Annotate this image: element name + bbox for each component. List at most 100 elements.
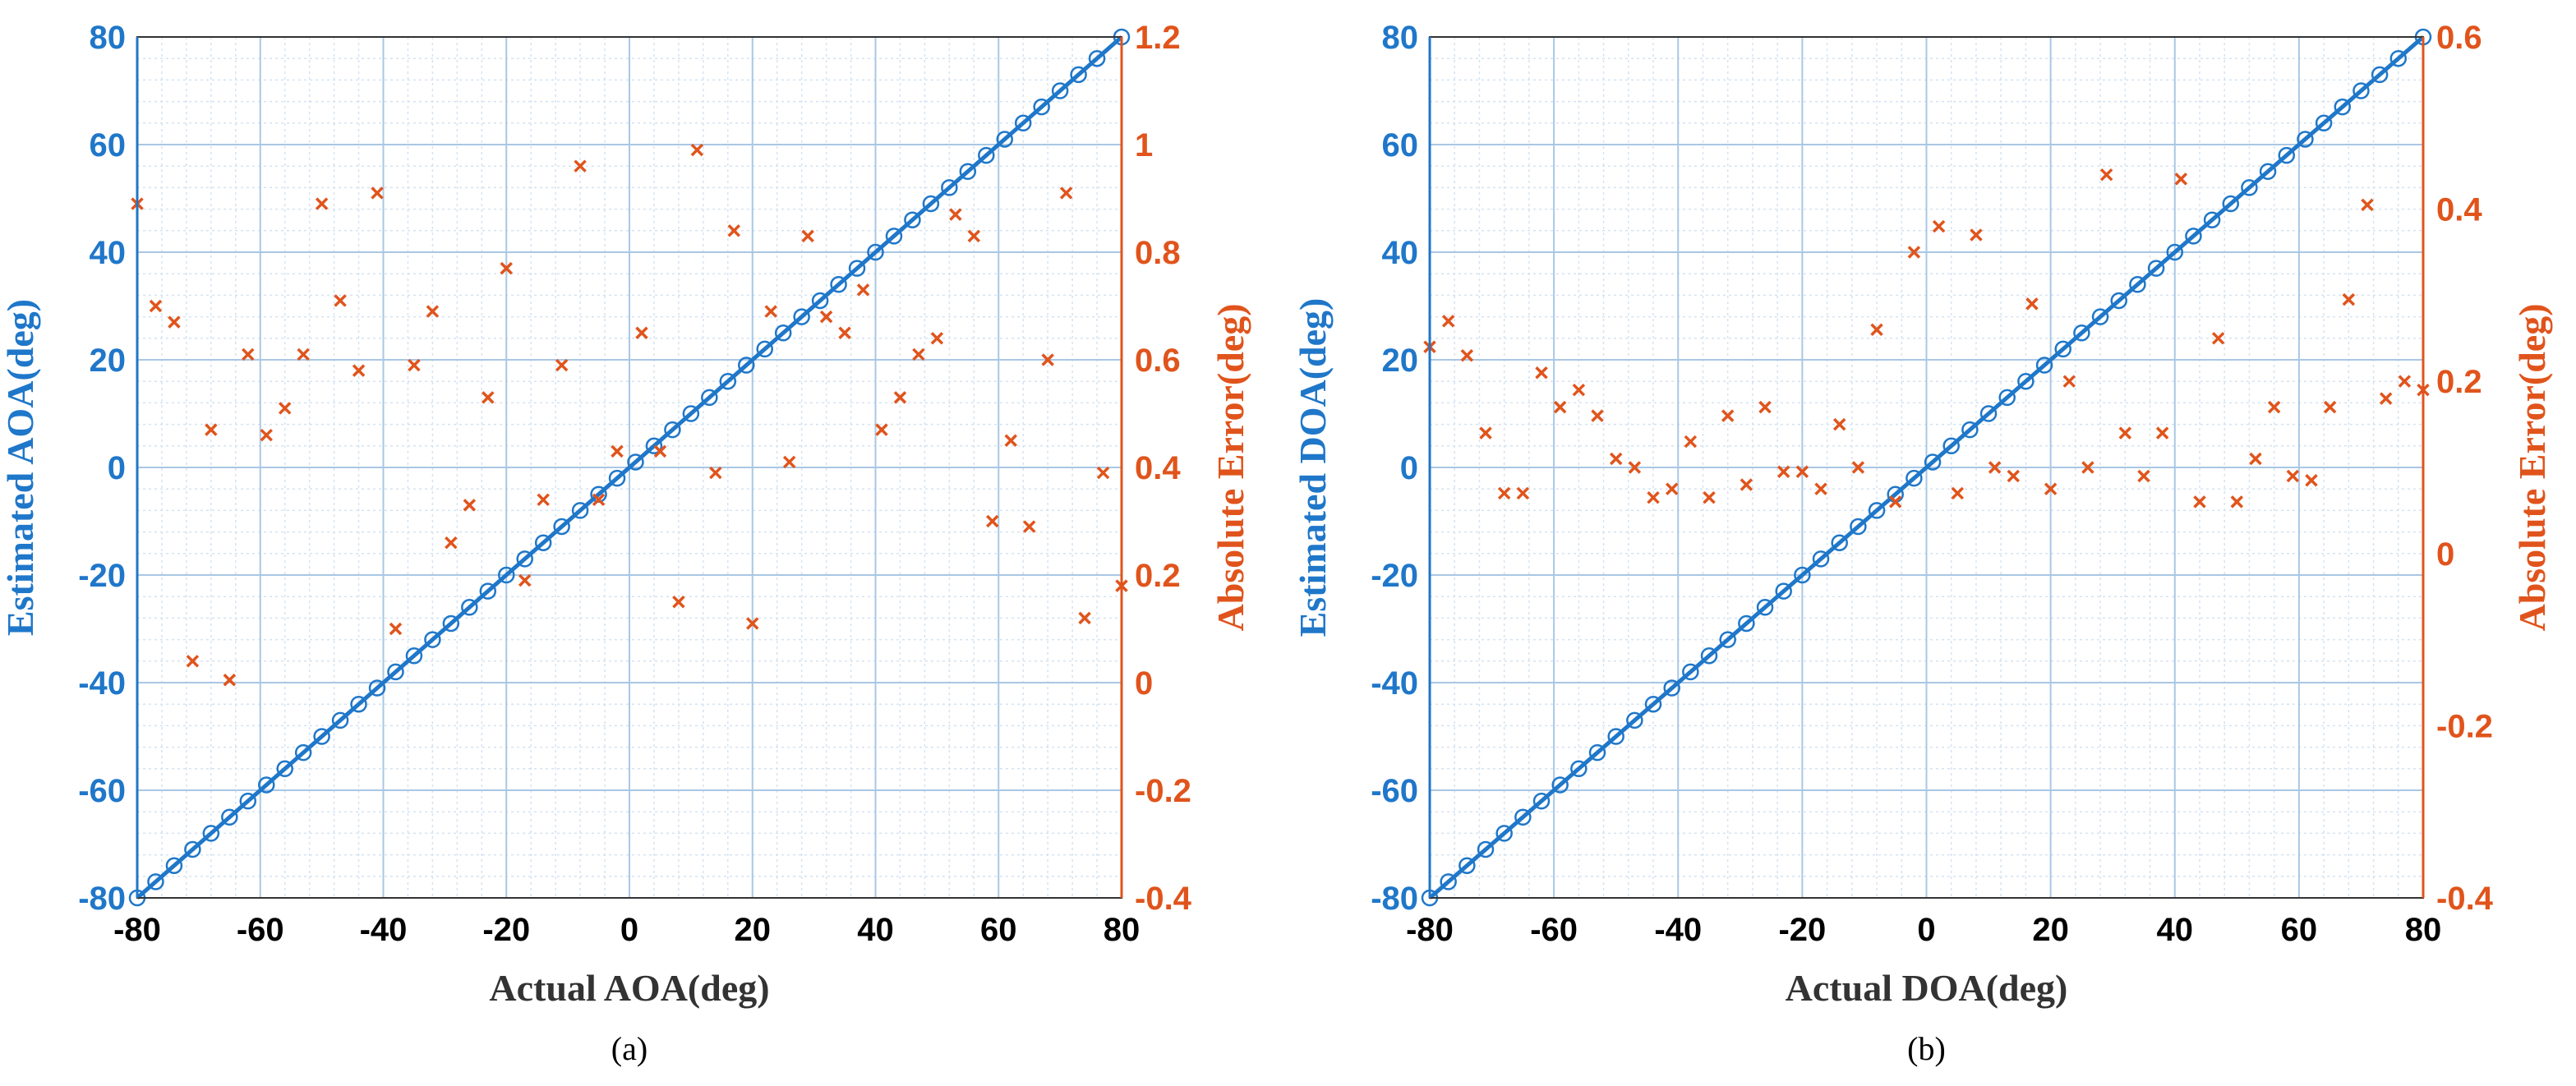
- error-point-stroke: [1479, 426, 1492, 439]
- error-point-stroke: [1609, 452, 1623, 466]
- error-point: [1479, 426, 1492, 439]
- error-point-stroke: [653, 444, 667, 458]
- error-point: [875, 423, 888, 436]
- y-left-tick-label: -60: [78, 773, 126, 809]
- estimate-point: [2147, 260, 2165, 277]
- error-point: [445, 536, 458, 550]
- error-point-stroke: [930, 332, 944, 345]
- estimate-point: [2054, 340, 2071, 358]
- x-tick-label: 0: [1917, 912, 1935, 948]
- error-point-stroke: [278, 402, 292, 415]
- error-point: [2174, 173, 2188, 186]
- estimate-point: [221, 808, 238, 826]
- error-point-stroke: [875, 423, 888, 436]
- y-left-tick-label: 20: [90, 343, 127, 379]
- estimate-point: [1440, 873, 1457, 890]
- estimate-point: [350, 695, 367, 713]
- y-right-tick-label: 0.6: [1135, 343, 1181, 379]
- y-left-tick-label: -60: [1371, 773, 1418, 809]
- error-point: [1870, 323, 1883, 337]
- error-point-stroke: [297, 347, 310, 361]
- error-point-stroke: [1572, 383, 1586, 397]
- estimate-point: [959, 163, 977, 180]
- error-point: [2099, 168, 2113, 182]
- y-right-tick-label: 0.4: [2436, 192, 2482, 228]
- error-point-stroke: [782, 455, 796, 469]
- error-point: [1740, 478, 1753, 491]
- error-point: [555, 358, 569, 372]
- error-point: [986, 514, 999, 528]
- estimate-point: [1831, 534, 1848, 551]
- y-left-tick-label: 80: [1382, 20, 1419, 56]
- estimate-point: [1014, 114, 1032, 132]
- error-point: [1932, 219, 1946, 233]
- y-right-tick-label: 0: [1135, 665, 1153, 702]
- estimate-point: [571, 502, 589, 519]
- error-point: [1703, 490, 1716, 504]
- estimate-point: [2334, 98, 2352, 116]
- x-tick-label: 60: [2281, 912, 2318, 948]
- error-point: [2025, 297, 2039, 311]
- x-tick-label: 20: [735, 912, 772, 948]
- error-point: [2267, 400, 2281, 414]
- error-point-stroke: [1497, 486, 1511, 500]
- error-point-stroke: [986, 514, 999, 528]
- estimate-point: [2185, 228, 2202, 245]
- estimate-point: [1607, 728, 1624, 745]
- y-axis-label-left: Estimated AOA(deg): [0, 299, 41, 636]
- panel-caption: (a): [611, 1030, 647, 1067]
- y-right-tick-label: 1: [1135, 127, 1153, 163]
- error-point-stroke: [819, 310, 833, 324]
- error-point: [1460, 349, 1474, 362]
- error-point-stroke: [893, 391, 907, 404]
- error-point-stroke: [1022, 520, 1036, 533]
- error-point-stroke: [949, 208, 962, 221]
- error-point: [1758, 400, 1772, 414]
- y-right-tick-label: 0.4: [1135, 450, 1181, 486]
- y-left-tick-label: 0: [108, 450, 126, 486]
- error-point-stroke: [2323, 400, 2337, 414]
- error-point: [2305, 473, 2318, 487]
- error-point: [371, 186, 384, 200]
- error-point: [801, 229, 814, 243]
- estimate-point: [738, 357, 755, 374]
- estimate-point: [1868, 502, 1886, 519]
- y-left-tick-label: 60: [1382, 127, 1419, 163]
- error-point-stroke: [1721, 409, 1735, 422]
- estimate-point: [1070, 66, 1087, 84]
- estimate-point: [294, 743, 312, 762]
- error-point: [819, 310, 833, 324]
- error-point: [727, 224, 741, 237]
- error-point: [426, 305, 440, 318]
- estimate-point: [885, 228, 903, 245]
- error-point-stroke: [555, 358, 569, 372]
- error-point-stroke: [1516, 486, 1530, 500]
- error-point-stroke: [1851, 461, 1865, 474]
- error-point-stroke: [1647, 490, 1660, 504]
- estimate-point: [165, 857, 183, 874]
- error-point-stroke: [518, 573, 532, 587]
- panel-caption: (b): [1907, 1030, 1946, 1067]
- error-point-stroke: [1684, 435, 1698, 449]
- error-point: [1814, 482, 1827, 495]
- error-point: [2155, 426, 2169, 439]
- estimate-point: [405, 647, 423, 665]
- estimate-point: [1495, 825, 1513, 842]
- estimate-point: [2203, 211, 2221, 228]
- error-point: [746, 617, 759, 630]
- estimate-point: [719, 372, 737, 390]
- error-point: [2249, 452, 2262, 466]
- error-point-stroke: [727, 224, 741, 237]
- estimate-point: [1719, 631, 1736, 648]
- error-point-stroke: [463, 499, 477, 512]
- error-point-stroke: [2267, 400, 2281, 414]
- error-point-stroke: [2118, 426, 2132, 439]
- error-point: [205, 423, 218, 436]
- x-tick-label: 60: [980, 912, 1017, 948]
- error-point-stroke: [574, 159, 587, 173]
- estimate-point: [331, 711, 349, 729]
- error-point-stroke: [1988, 461, 2002, 474]
- error-point-stroke: [1740, 478, 1753, 491]
- error-point: [949, 208, 962, 221]
- error-point-stroke: [1870, 323, 1883, 337]
